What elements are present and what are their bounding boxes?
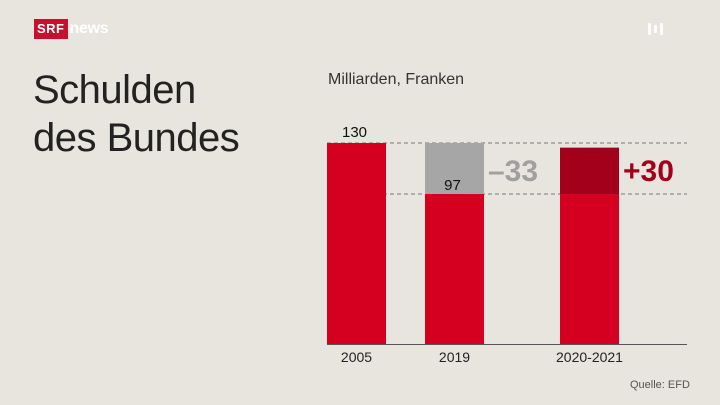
reduction-segment-2019 xyxy=(425,143,484,195)
x-tick-label-2019: 2019 xyxy=(439,349,470,365)
chart-title: Schulden des Bundes xyxy=(33,66,240,162)
delta-label-2019: –33 xyxy=(488,155,538,188)
unit-label: Milliarden, Franken xyxy=(328,71,465,88)
data-label-2005: 130 xyxy=(342,124,367,141)
bar-2019 xyxy=(425,194,484,344)
srf-logo-mark: SRF xyxy=(34,19,68,39)
news-logo-text: news xyxy=(69,20,109,37)
title-line-1: Schulden xyxy=(33,68,196,112)
bar-2005 xyxy=(327,143,386,344)
source-note: Quelle: EFD xyxy=(630,379,690,391)
title-line-2: des Bundes xyxy=(33,116,240,160)
increase-segment-2020-2021 xyxy=(560,147,619,195)
data-label-2019: 97 xyxy=(444,177,461,194)
delta-label-2020-2021: +30 xyxy=(623,155,674,188)
x-tick-label-2020-2021: 2020-2021 xyxy=(556,349,623,365)
x-tick-label-2005: 2005 xyxy=(341,349,372,365)
broadcaster-watermark-icon xyxy=(648,21,688,37)
bar-2020-2021 xyxy=(560,194,619,344)
srf-news-logo: SRF news xyxy=(34,19,109,39)
